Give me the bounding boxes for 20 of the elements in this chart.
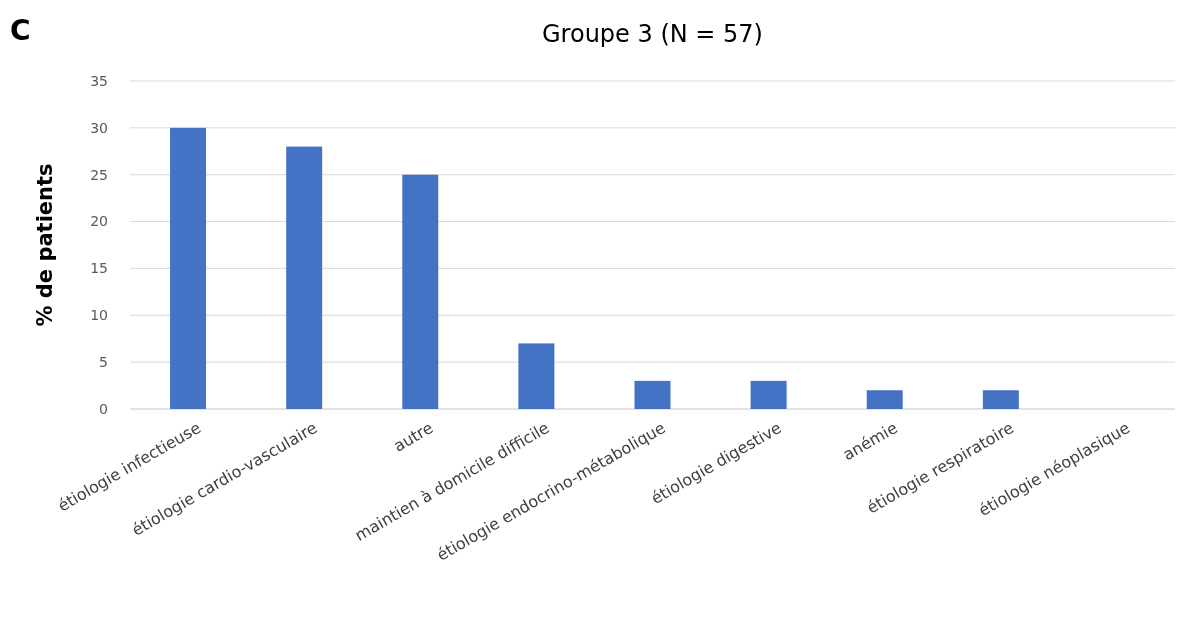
chart-title: Groupe 3 (N = 57) [542, 20, 763, 48]
bar [866, 390, 903, 409]
y-tick-label: 0 [99, 400, 108, 417]
y-tick-label: 35 [90, 72, 108, 89]
bar [518, 343, 555, 409]
bar [402, 174, 439, 409]
y-axis-title: % de patients [33, 163, 57, 327]
bar [982, 390, 1019, 409]
text: C [10, 14, 31, 47]
y-tick-label: 30 [90, 119, 108, 136]
bar [750, 380, 787, 409]
bar [634, 380, 671, 409]
bar [170, 127, 207, 409]
y-tick-label: 20 [90, 213, 108, 230]
x-tick-label: autre [390, 418, 437, 456]
y-tick-label: 5 [99, 354, 108, 371]
y-tick-label: 15 [90, 260, 108, 277]
y-tick-label: 25 [90, 166, 108, 183]
bar [286, 146, 323, 409]
y-tick-label: 10 [90, 307, 108, 324]
